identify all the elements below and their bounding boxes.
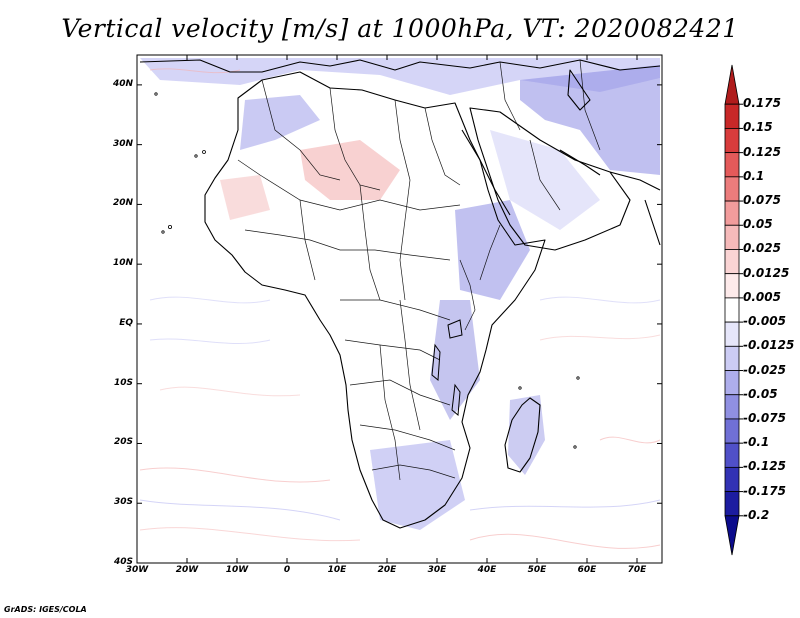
lat-tick-label: EQ (119, 317, 133, 328)
caspian-coastline (567, 69, 591, 111)
lat-tick-label: 30N (112, 138, 133, 149)
lat-tick-label: 30S (113, 497, 133, 508)
field-sahara-red (300, 140, 400, 200)
colorbar-label: 0.025 (743, 241, 781, 256)
colorbar-swatch (724, 418, 740, 444)
colorbar-label: 0.1 (743, 168, 765, 183)
credit-label: GrADS: IGES/COLA (4, 605, 87, 614)
colorbar-label: 0.05 (743, 217, 773, 232)
colorbar (724, 64, 743, 556)
arabia-coastline (469, 107, 631, 251)
lon-tick-label: 20W (175, 565, 199, 575)
colorbar-swatch (724, 273, 740, 299)
colorbar-label: 0.15 (743, 120, 773, 135)
lon-tick-label: 10E (327, 565, 347, 575)
lon-tick-label: 50E (527, 565, 547, 575)
madagascar-coastline (504, 397, 541, 473)
lon-tick-label: 60E (577, 565, 597, 575)
colorbar-label: -0.175 (743, 483, 786, 498)
lat-tick-label: 20S (113, 437, 133, 448)
field-rift (430, 300, 480, 420)
field-madagascar (508, 395, 545, 475)
colorbar-label: -0.125 (743, 459, 786, 474)
lake-victoria (447, 319, 463, 339)
axis-ticks (136, 55, 662, 564)
colorbar-label: 0.0125 (743, 265, 790, 280)
lake-malawi (451, 383, 461, 416)
lat-tick-label: 20N (112, 198, 133, 209)
field-ocean-streaks (139, 68, 661, 549)
field-atlas (240, 95, 320, 150)
lakes (431, 319, 463, 416)
india-coastline (644, 199, 661, 246)
colorbar-label: 0.175 (743, 96, 781, 111)
plot-frame (136, 54, 663, 564)
colorbar-label: -0.005 (743, 314, 786, 329)
field-sahara-red-2 (220, 175, 270, 220)
lat-tick-label: 40S (113, 557, 133, 567)
lat-tick-label: 10N (112, 258, 133, 269)
colorbar-swatch (724, 200, 740, 226)
lon-tick-label: 10W (225, 565, 249, 575)
colorbar-swatch (724, 224, 740, 250)
field-north-band (140, 58, 660, 95)
colorbar-bottom-arrow (724, 515, 740, 556)
lon-tick-label: 40E (477, 565, 497, 575)
country-borders (237, 59, 601, 481)
colorbar-swatch (724, 128, 740, 154)
colorbar-swatch (724, 103, 740, 129)
colorbar-label: -0.0125 (743, 338, 795, 353)
colorbar-label: 0.005 (743, 289, 781, 304)
lon-tick-label: 70E (627, 565, 647, 575)
asia-coastline (609, 171, 661, 191)
colorbar-swatch (724, 394, 740, 420)
colorbar-label: -0.025 (743, 362, 786, 377)
redsea-coastline (461, 129, 511, 216)
europe-coastline (139, 59, 661, 73)
lon-tick-label: 30W (125, 565, 149, 575)
gulf-coastline (559, 149, 601, 176)
africa-coastline (204, 71, 546, 529)
field-iran-plateau (520, 65, 660, 175)
colorbar-swatch (724, 466, 740, 492)
colorbar-label: -0.05 (743, 386, 778, 401)
lat-tick-label: 10S (113, 377, 133, 388)
colorbar-label: -0.075 (743, 410, 786, 425)
coastlines (139, 59, 661, 529)
colorbar-swatch (724, 442, 740, 468)
colorbar-label: -0.1 (743, 435, 770, 450)
colorbar-swatch (724, 176, 740, 202)
colorbar-swatch (724, 491, 740, 517)
colorbar-swatch (724, 249, 740, 275)
colorbar-label: -0.2 (743, 507, 770, 522)
colorbar-swatch (724, 297, 740, 323)
lon-tick-label: 0 (283, 565, 291, 575)
field-arabia (490, 130, 600, 230)
colorbar-label: 0.125 (743, 144, 781, 159)
lon-tick-label: 30E (427, 565, 447, 575)
colorbar-swatch (724, 152, 740, 178)
velocity-field (139, 58, 661, 549)
islands (154, 92, 580, 449)
field-ethiopia (455, 200, 530, 300)
lat-tick-label: 40N (112, 78, 133, 89)
lon-tick-label: 20E (377, 565, 397, 575)
colorbar-swatch (724, 345, 740, 371)
lake-tanganyika (431, 343, 441, 382)
colorbar-swatch (724, 321, 740, 347)
colorbar-swatch (724, 370, 740, 396)
colorbar-top-arrow (724, 64, 740, 105)
colorbar-label: 0.075 (743, 193, 781, 208)
chart-title: Vertical velocity [m/s] at 1000hPa, VT: … (61, 14, 739, 43)
